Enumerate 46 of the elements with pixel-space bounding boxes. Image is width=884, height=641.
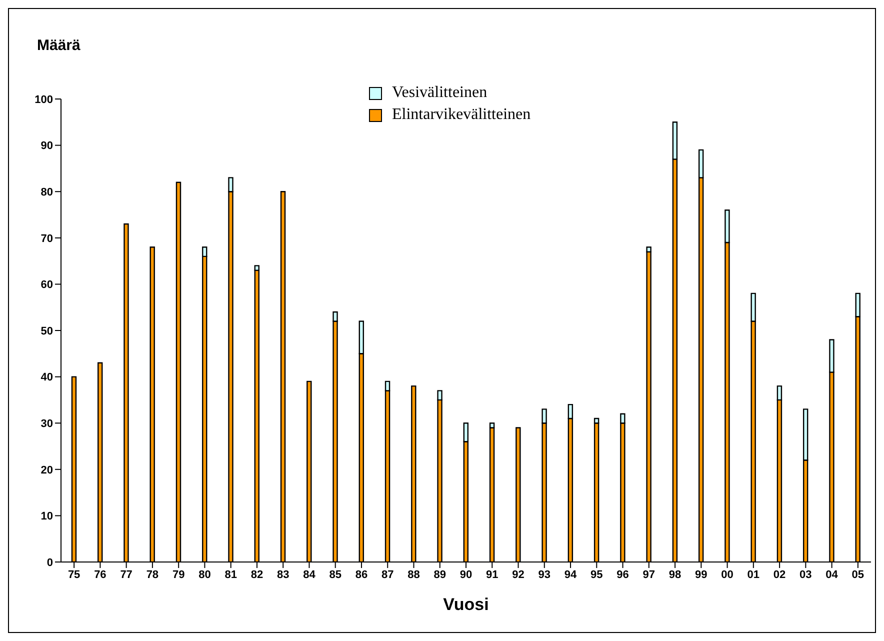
x-tick-label: 01 <box>747 568 760 581</box>
x-tick-label: 97 <box>642 568 656 581</box>
x-tick-label: 82 <box>250 568 264 581</box>
x-tick-label: 99 <box>695 568 708 581</box>
x-tick-label: 79 <box>172 568 185 581</box>
x-tick-label: 94 <box>564 568 578 581</box>
y-tick-label: 30 <box>40 418 53 430</box>
x-tick-label: 02 <box>773 568 786 581</box>
legend-label: Vesivälitteinen <box>392 84 488 102</box>
x-tick-label: 03 <box>800 568 812 581</box>
y-tick-label: 40 <box>40 372 53 384</box>
x-tick-label: 86 <box>355 568 368 581</box>
legend-label: Elintarvikevälitteinen <box>392 106 531 124</box>
x-tick-label: 85 <box>329 568 342 581</box>
y-tick-label: 10 <box>40 510 53 523</box>
y-tick-label: 90 <box>40 140 53 152</box>
x-tick-label: 88 <box>408 568 420 581</box>
x-tick-label: 77 <box>120 568 132 581</box>
y-tick-label: 50 <box>40 325 53 338</box>
x-tick-label: 89 <box>434 568 446 581</box>
x-tick-label: 92 <box>512 568 524 581</box>
x-tick-label: 05 <box>852 568 864 581</box>
x-tick-label: 78 <box>146 568 159 581</box>
x-tick-label: 75 <box>68 568 80 581</box>
x-tick-label: 76 <box>94 568 106 581</box>
y-tick-label: 70 <box>40 232 53 245</box>
x-tick-label: 81 <box>224 568 237 581</box>
x-tick-label: 00 <box>721 568 734 581</box>
y-tick-label: 20 <box>40 464 53 476</box>
x-tick-label: 91 <box>486 568 498 581</box>
x-tick-label: 83 <box>276 568 290 581</box>
x-tick-label: 80 <box>198 568 211 581</box>
y-tick-label: 60 <box>40 279 53 292</box>
x-tick-label: 93 <box>538 568 551 581</box>
y-axis-title: Määrä <box>37 37 80 54</box>
x-tick-label: 87 <box>381 568 394 581</box>
x-axis-title: Vuosi <box>443 595 489 614</box>
y-tick-label: 100 <box>34 94 53 106</box>
y-tick-label: 80 <box>40 186 53 199</box>
x-tick-label: 84 <box>303 568 316 581</box>
x-tick-label: 04 <box>826 568 839 581</box>
x-tick-label: 96 <box>616 568 629 581</box>
x-tick-label: 95 <box>590 568 603 581</box>
x-tick-label: 98 <box>668 568 682 581</box>
x-tick-label: 90 <box>460 568 472 581</box>
y-tick-label: 0 <box>46 556 53 569</box>
